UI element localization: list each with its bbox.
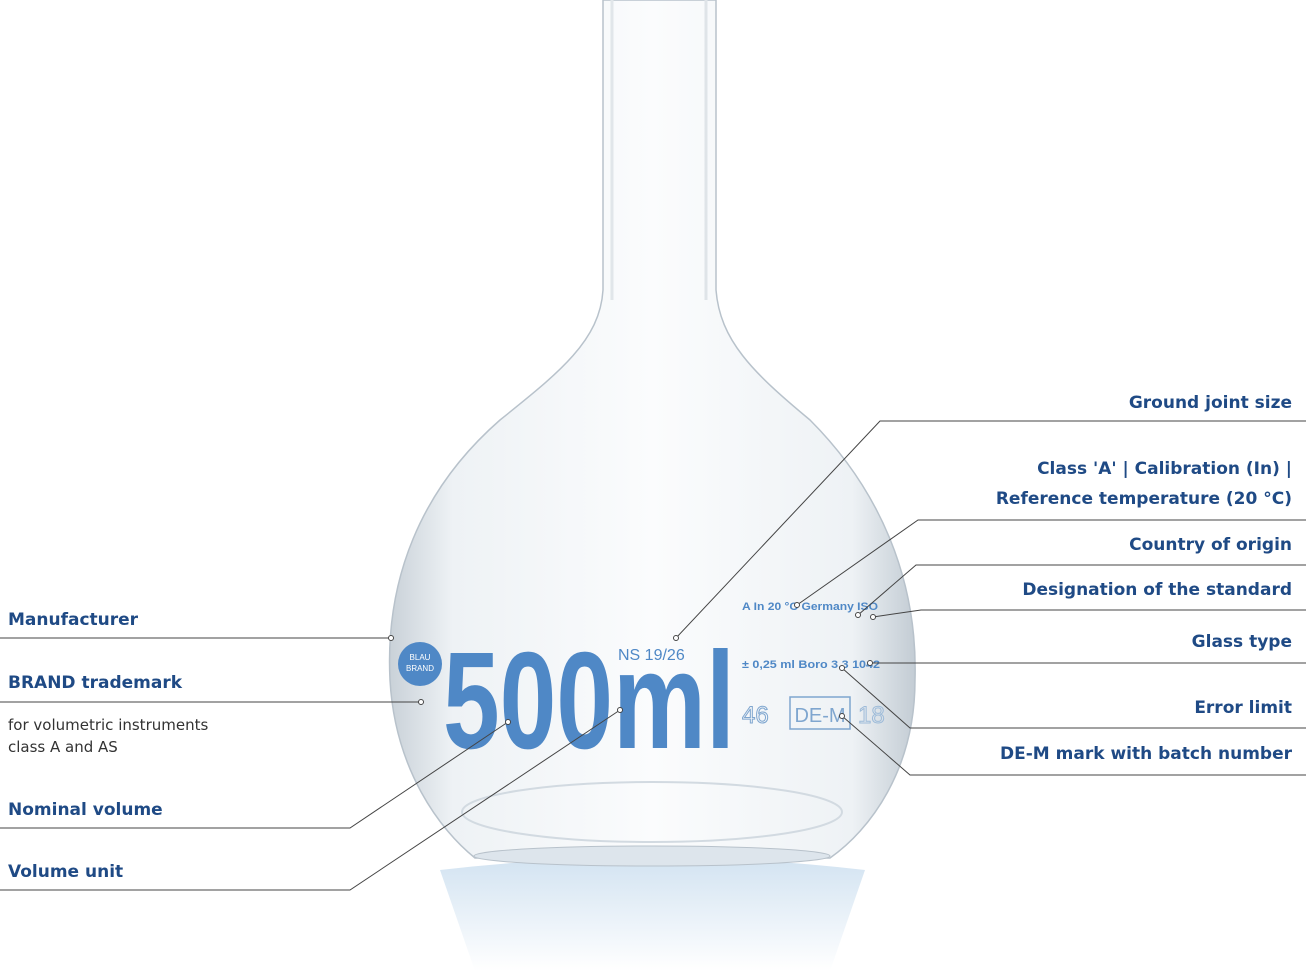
anchor [795,603,800,608]
leader [873,610,1306,617]
callout-label: Volume unit [8,862,123,882]
callout-label: Manufacturer [8,610,139,630]
flask-foot [474,846,830,866]
volume-marking: 500 [443,624,613,778]
anchor [840,714,845,719]
logo-text: BLAU [410,653,431,662]
anchor [840,666,845,671]
mark-marking: DE-M [794,705,845,727]
anchor [389,636,394,641]
anchor [419,700,424,705]
callout-note: for volumetric instruments [8,716,208,734]
callout-label: Country of origin [1129,535,1292,555]
callout-label: Nominal volume [8,800,163,820]
callout-note: class A and AS [8,738,118,756]
callout-label: Reference temperature (20 °C) [996,489,1292,509]
reflection [440,858,865,971]
anchor [871,615,876,620]
anchor [868,661,873,666]
error-marking: ± 0,25 ml Boro 3.3 1042 [742,659,880,671]
logo-text: BRAND [406,664,434,673]
callout-label: Error limit [1194,698,1292,718]
flask [390,0,916,971]
anchor [856,613,861,618]
year-marking: 18 [858,702,885,729]
callout-label: BRAND trademark [8,673,183,693]
anchor [506,720,511,725]
anchor [674,636,679,641]
callout-label: Class 'A' | Calibration (In) | [1037,459,1292,479]
callout-label: Glass type [1192,632,1292,652]
anchor [618,708,623,713]
joint-marking: NS 19/26 [618,647,685,664]
callout-label: DE-M mark with batch number [1000,744,1293,764]
class-marking: A In 20 °C Germany ISO [742,601,878,613]
diagram: BLAU BRAND 500 ml NS 19/26 A In 20 °C Ge… [0,0,1306,971]
callout-label: Ground joint size [1129,393,1292,413]
batch-marking: 46 [742,702,769,729]
callout-label: Designation of the standard [1022,580,1292,600]
